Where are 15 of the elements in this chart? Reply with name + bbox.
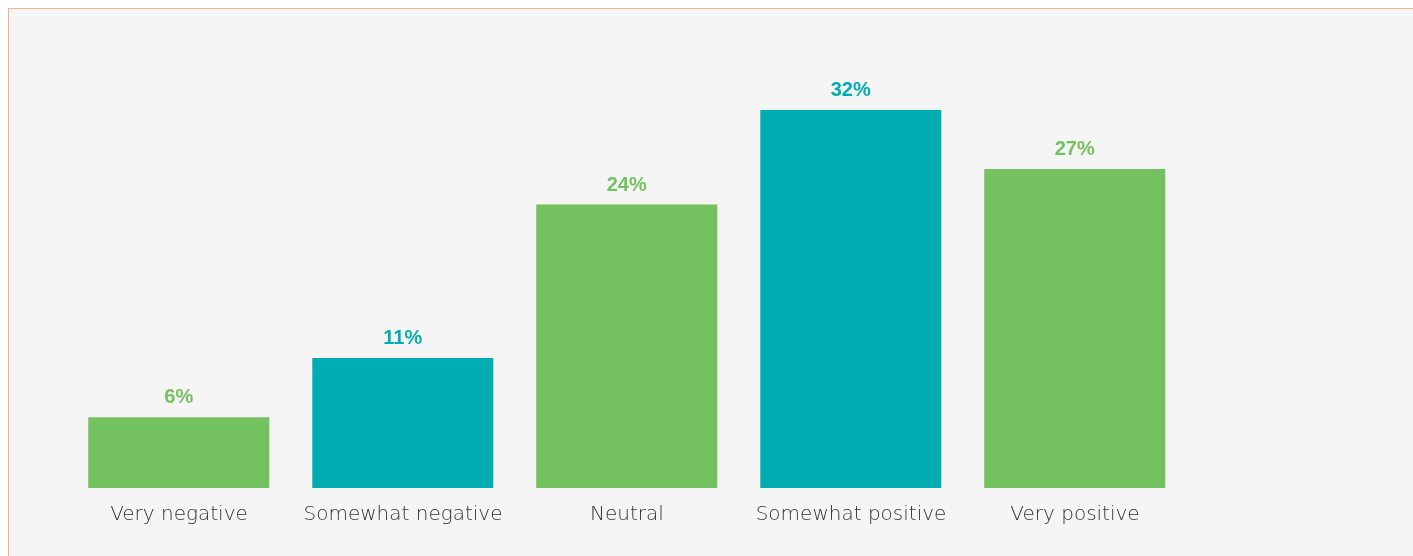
data-label: 27% (1054, 137, 1096, 160)
data-label: 24% (606, 172, 648, 195)
x-tick-label: Somewhat negative (303, 501, 503, 526)
bar (312, 358, 494, 488)
bar (984, 169, 1166, 488)
x-tick-label: Neutral (590, 501, 664, 526)
x-tick-label: Very negative (110, 501, 248, 526)
data-label: 11% (383, 326, 423, 349)
x-tick-label: Somewhat positive (755, 501, 947, 526)
bar (88, 417, 270, 488)
x-tick-label: Very positive (1010, 501, 1140, 526)
data-label: 6% (164, 385, 194, 408)
bar (536, 204, 718, 488)
bar (760, 110, 942, 488)
data-label: 32% (830, 78, 872, 100)
